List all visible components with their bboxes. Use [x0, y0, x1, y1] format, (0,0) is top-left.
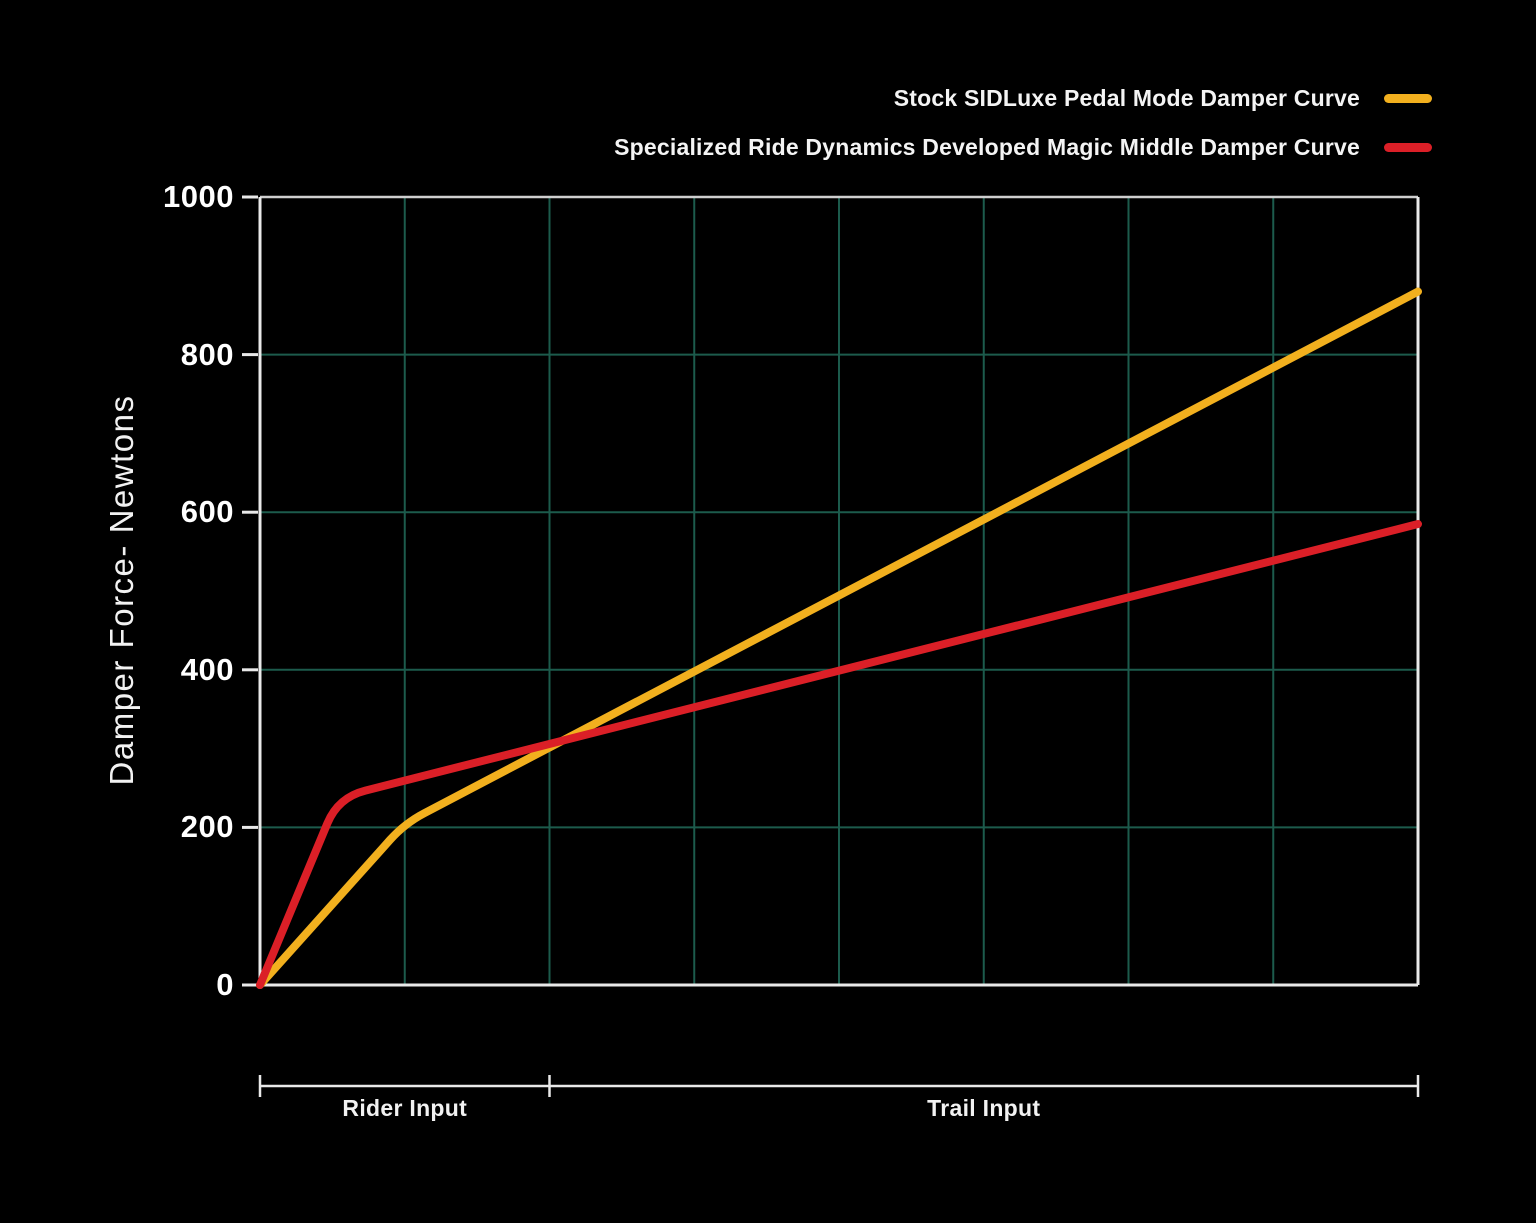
- series-line-stock-sidluxe: [256, 287, 1422, 989]
- y-tick-label: 0: [216, 967, 234, 1002]
- y-tick-label: 600: [180, 494, 234, 530]
- x-segment-label-rider-input: Rider Input: [342, 1095, 468, 1121]
- y-tick-label: 800: [180, 336, 234, 372]
- series-line-magic-middle: [256, 520, 1422, 989]
- y-tick-label: 1000: [163, 179, 234, 214]
- legend-label: Stock SIDLuxe Pedal Mode Damper Curve: [893, 85, 1360, 111]
- legend-swatch-yellow-line-icon: [1384, 94, 1432, 103]
- y-axis-title: Damper Force- Newtons: [103, 394, 140, 786]
- y-tick-label: 400: [180, 651, 234, 687]
- legend-swatch-red-line-icon: [1384, 143, 1432, 152]
- legend-item-magic-middle: Specialized Ride Dynamics Developed Magi…: [614, 134, 1432, 161]
- x-segment-label-trail-input: Trail Input: [927, 1095, 1041, 1121]
- y-tick-label: 200: [180, 809, 234, 845]
- legend-item-stock-sidluxe: Stock SIDLuxe Pedal Mode Damper Curve: [894, 85, 1432, 112]
- legend-label: Specialized Ride Dynamics Developed Magi…: [614, 134, 1360, 160]
